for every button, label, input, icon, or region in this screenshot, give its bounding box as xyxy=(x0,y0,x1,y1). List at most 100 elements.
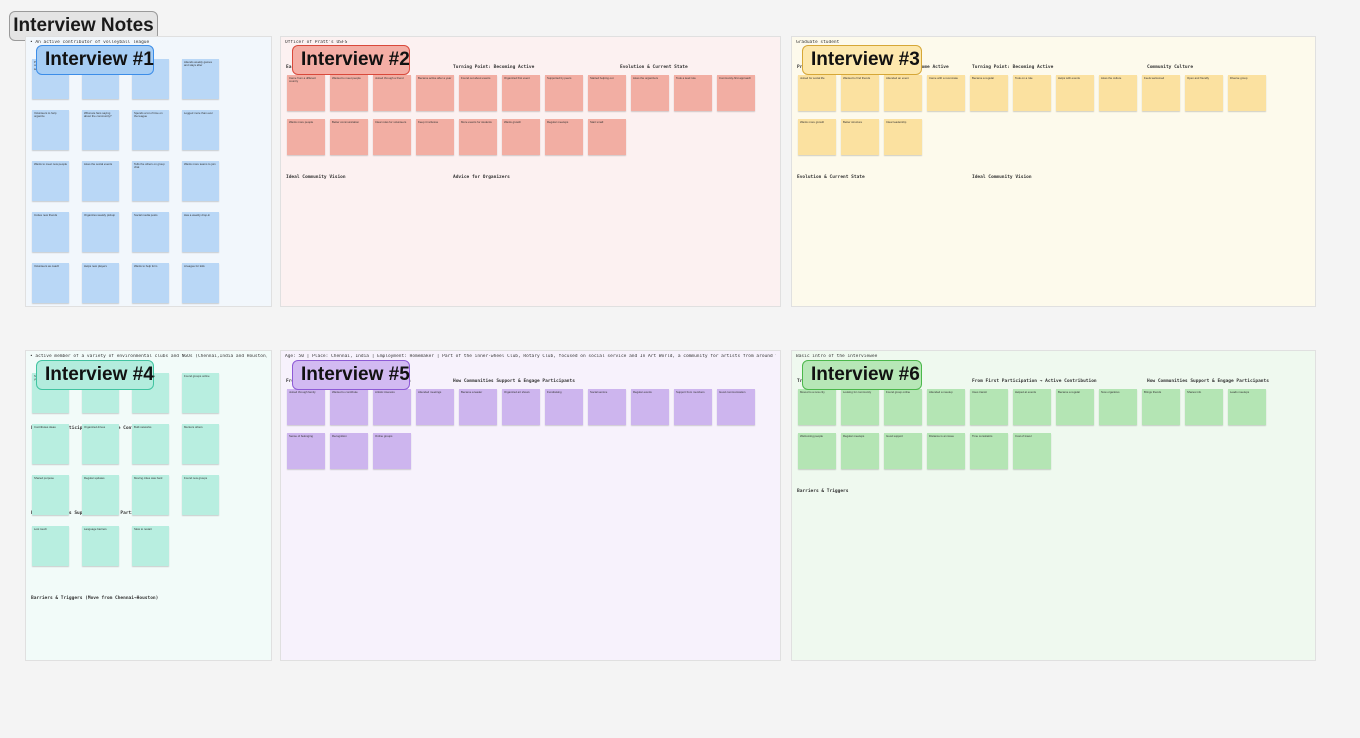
interview-tag-6[interactable]: Interview #6 xyxy=(802,360,922,390)
sticky-note[interactable]: Support from members xyxy=(674,389,712,425)
sticky-note[interactable]: Helps new players xyxy=(82,263,119,303)
sticky-note[interactable]: Regular meetups xyxy=(841,433,879,469)
sticky-note[interactable]: Artistic interests xyxy=(373,389,411,425)
sticky-note[interactable]: Clear roles for volunteers xyxy=(373,119,411,155)
sticky-note[interactable]: Online groups xyxy=(373,433,411,469)
sticky-note[interactable]: Better structure xyxy=(841,119,879,155)
sticky-note[interactable]: Wants to help form xyxy=(132,263,169,303)
sticky-note[interactable]: Wants more growth xyxy=(798,119,836,155)
sticky-note[interactable]: Contributes ideas xyxy=(32,424,69,464)
sticky-note[interactable]: Organized first event xyxy=(502,75,540,111)
sticky-note[interactable]: Volunteers to help organize xyxy=(32,110,69,150)
sticky-note[interactable]: Sense of belonging xyxy=(287,433,325,469)
sticky-note[interactable]: Took a lead role xyxy=(674,75,712,111)
sticky-note[interactable]: Feels welcomed xyxy=(1142,75,1180,111)
sticky-note[interactable]: Moving cities was hard xyxy=(132,475,169,515)
sticky-note[interactable]: Leads meetups xyxy=(1228,389,1266,425)
interview-tag-2[interactable]: Interview #2 xyxy=(292,45,410,75)
sticky-note[interactable]: Regular updates xyxy=(82,475,119,515)
sticky-note[interactable]: Helps with events xyxy=(1056,75,1094,111)
interview-tag-3[interactable]: Interview #3 xyxy=(802,45,922,75)
interview-panel-2[interactable]: Officer of Pratt's USFSEarly Participati… xyxy=(280,36,781,307)
sticky-note[interactable]: Found new groups xyxy=(182,475,219,515)
sticky-note[interactable]: Organized drives xyxy=(82,424,119,464)
sticky-note[interactable]: Likes the culture xyxy=(1099,75,1137,111)
sticky-note[interactable]: Slow to restart xyxy=(132,526,169,566)
sticky-note[interactable]: Joined through a friend xyxy=(373,75,411,111)
interview-tag-1[interactable]: Interview #1 xyxy=(36,45,154,75)
sticky-note[interactable]: Invites new friends xyxy=(32,212,69,252)
sticky-note[interactable]: Wants growth xyxy=(502,119,540,155)
sticky-note[interactable]: Wanted to meet people xyxy=(330,75,368,111)
interview-panel-4[interactable]: • active member of a variety of environm… xyxy=(25,350,272,661)
sticky-note[interactable]: Helped at events xyxy=(1013,389,1051,425)
sticky-note[interactable]: Became a regular xyxy=(970,75,1008,111)
interview-tag-4[interactable]: Interview #4 xyxy=(36,360,154,390)
sticky-note[interactable]: Wants to meet new people xyxy=(32,161,69,201)
sticky-note[interactable]: Shared purpose xyxy=(32,475,69,515)
sticky-note[interactable]: Brings friends xyxy=(1142,389,1180,425)
sticky-note[interactable]: Social media posts xyxy=(132,212,169,252)
sticky-note[interactable]: Became a leader xyxy=(459,389,497,425)
sticky-note[interactable]: A league for kids xyxy=(182,263,219,303)
sticky-note[interactable]: What are fans saying about the community… xyxy=(82,110,119,150)
sticky-note[interactable]: Social service xyxy=(588,389,626,425)
sticky-note[interactable]: Fundraising xyxy=(545,389,583,425)
sticky-note[interactable]: Good communication xyxy=(717,389,755,425)
interview-panel-6[interactable]: Basic intro of the intervieweeTransporta… xyxy=(791,350,1316,661)
sticky-note[interactable]: Regular meetups xyxy=(545,119,583,155)
sticky-note[interactable]: Community-first approach xyxy=(717,75,755,111)
sticky-note[interactable]: Better communication xyxy=(330,119,368,155)
sticky-note[interactable]: Came from a different country xyxy=(287,75,325,111)
sticky-note[interactable]: Welcoming people xyxy=(798,433,836,469)
sticky-note[interactable]: Diverse group xyxy=(1228,75,1266,111)
sticky-note[interactable]: Language barriers xyxy=(82,526,119,566)
sticky-note[interactable]: Good support xyxy=(884,433,922,469)
interview-panel-1[interactable]: • An active contributor of volleyball le… xyxy=(25,36,272,307)
sticky-note[interactable]: Has a weekly drop-in xyxy=(182,212,219,252)
sticky-note[interactable]: Organizes weekly pickup xyxy=(82,212,119,252)
sticky-note[interactable]: Attended meetings xyxy=(416,389,454,425)
sticky-note[interactable]: Supported by peers xyxy=(545,75,583,111)
sticky-note[interactable]: Wants more people xyxy=(287,119,325,155)
sticky-note[interactable]: Started helping out xyxy=(588,75,626,111)
sticky-note[interactable]: More events for students xyxy=(459,119,497,155)
sticky-note[interactable]: Looking for community xyxy=(841,389,879,425)
sticky-note[interactable]: Shares info xyxy=(1185,389,1223,425)
sticky-note[interactable]: Became a regular xyxy=(1056,389,1094,425)
sticky-note[interactable]: Found groups online xyxy=(182,373,219,413)
sticky-note[interactable]: Found out about events xyxy=(459,75,497,111)
sticky-note[interactable]: Wants more teams to join xyxy=(182,161,219,201)
interview-panel-3[interactable]: Graduate studentPrimary Motivation to Jo… xyxy=(791,36,1316,307)
sticky-note[interactable]: Took on a role xyxy=(1013,75,1051,111)
sticky-note[interactable]: Recognition xyxy=(330,433,368,469)
sticky-note[interactable]: Likes the social events xyxy=(82,161,119,201)
sticky-note[interactable]: Came with a roommate xyxy=(927,75,965,111)
sticky-note[interactable]: Attended a meetup xyxy=(927,389,965,425)
sticky-note[interactable]: Logged more than ever xyxy=(182,110,219,150)
sticky-note[interactable]: Clear leadership xyxy=(884,119,922,155)
sticky-note[interactable]: Wanted to contribute xyxy=(330,389,368,425)
sticky-note[interactable]: Found group online xyxy=(884,389,922,425)
sticky-note[interactable]: Mentors others xyxy=(182,424,219,464)
sticky-note[interactable]: Attended an event xyxy=(884,75,922,111)
sticky-note[interactable]: Spends a lot of time on the league xyxy=(132,110,169,150)
sticky-note[interactable]: Lost touch xyxy=(32,526,69,566)
sticky-note[interactable]: Likes the organizers xyxy=(631,75,669,111)
sticky-note[interactable]: Uses transit xyxy=(970,389,1008,425)
interview-panel-5[interactable]: Age: 50 | Place: Chennai, India | Employ… xyxy=(280,350,781,661)
sticky-note[interactable]: Volunteers as coach xyxy=(32,263,69,303)
sticky-note[interactable]: Start small xyxy=(588,119,626,155)
sticky-note[interactable]: Cost of travel xyxy=(1013,433,1051,469)
sticky-note[interactable]: Became active after a year xyxy=(416,75,454,111)
sticky-note[interactable]: Moved to a new city xyxy=(798,389,836,425)
sticky-note[interactable]: Built networks xyxy=(132,424,169,464)
sticky-note[interactable]: Organized art shows xyxy=(502,389,540,425)
sticky-note[interactable]: Joined for social life xyxy=(798,75,836,111)
sticky-note[interactable]: Time constraints xyxy=(970,433,1008,469)
sticky-note[interactable]: Joined through family xyxy=(287,389,325,425)
sticky-note[interactable]: Regular events xyxy=(631,389,669,425)
sticky-note[interactable]: Tells the others on group chat xyxy=(132,161,169,201)
sticky-note[interactable]: Open and friendly xyxy=(1185,75,1223,111)
sticky-note[interactable]: Wanted to find friends xyxy=(841,75,879,111)
